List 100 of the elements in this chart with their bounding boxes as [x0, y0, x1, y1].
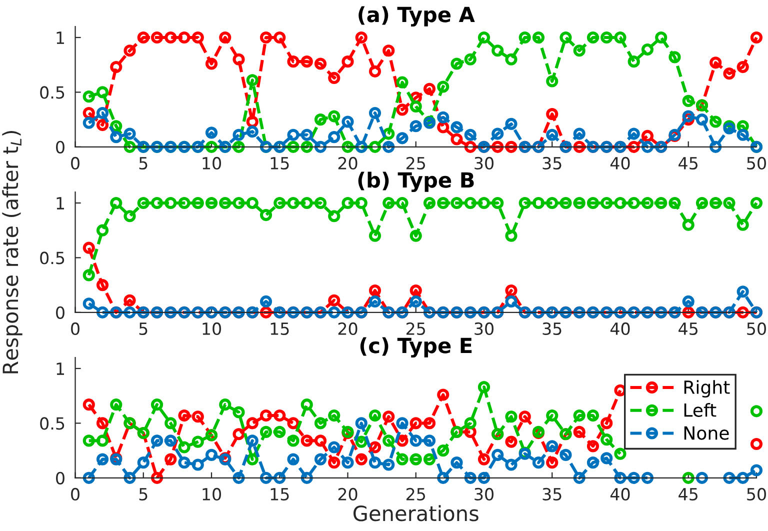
- point: [300, 472, 313, 484]
- point: [710, 140, 722, 153]
- point: [614, 196, 626, 210]
- point: [300, 56, 313, 68]
- y-tick-label: 0.5: [40, 86, 64, 99]
- point: [150, 472, 164, 484]
- y-tick-label: 0: [56, 306, 64, 319]
- point: [750, 438, 763, 450]
- point: [82, 298, 95, 310]
- point: [546, 128, 558, 141]
- point: [82, 116, 95, 129]
- point: [573, 472, 586, 484]
- point: [478, 31, 490, 44]
- point: [614, 31, 626, 44]
- point: [178, 196, 190, 210]
- point: [628, 140, 640, 153]
- point: [287, 128, 300, 141]
- point: [355, 31, 368, 44]
- x-tick-label: 5: [139, 488, 148, 501]
- point: [668, 196, 681, 210]
- y-tick-label: 0.5: [40, 252, 64, 264]
- point: [274, 31, 286, 44]
- x-tick-label: 40: [610, 322, 630, 336]
- point: [505, 458, 518, 471]
- point: [546, 108, 558, 120]
- point: [736, 306, 749, 318]
- point: [628, 472, 640, 484]
- point: [437, 196, 450, 210]
- point: [505, 295, 518, 308]
- legend-label: None: [684, 426, 729, 440]
- point: [287, 434, 300, 447]
- point: [124, 472, 136, 484]
- point: [410, 120, 422, 132]
- legend-label: Left: [684, 402, 716, 417]
- point: [368, 65, 382, 78]
- point: [192, 410, 204, 423]
- point: [423, 453, 436, 466]
- point: [150, 434, 164, 447]
- x-tick-label: 40: [610, 156, 630, 170]
- point: [124, 140, 136, 153]
- point: [382, 458, 395, 471]
- point: [260, 306, 272, 318]
- point: [314, 453, 327, 466]
- point: [492, 128, 504, 140]
- x-tick-label: 25: [406, 156, 426, 170]
- point: [355, 417, 368, 430]
- point: [178, 31, 190, 44]
- point: [464, 417, 476, 430]
- point: [586, 409, 600, 422]
- point: [137, 31, 150, 44]
- point: [600, 452, 613, 464]
- point: [518, 410, 531, 423]
- point: [736, 218, 749, 231]
- point: [668, 51, 681, 64]
- point: [260, 409, 272, 422]
- point: [137, 456, 150, 469]
- point: [641, 43, 654, 56]
- point: [696, 472, 708, 484]
- y-axis-title: Response rate (after t$_{L}$): [2, 130, 22, 374]
- point: [437, 388, 450, 401]
- point: [368, 284, 382, 297]
- point: [96, 118, 109, 132]
- point: [96, 453, 109, 466]
- y-tick-label: 0: [56, 472, 64, 484]
- point: [232, 196, 245, 210]
- point: [492, 140, 504, 153]
- point: [178, 441, 190, 454]
- y-tick-label: 1: [56, 32, 64, 44]
- point: [532, 31, 545, 44]
- point: [232, 53, 245, 66]
- point: [437, 80, 450, 93]
- point: [573, 44, 586, 57]
- x-tick-label: 35: [542, 156, 562, 170]
- point: [246, 417, 258, 430]
- point: [546, 456, 558, 469]
- point: [382, 196, 395, 210]
- point: [546, 196, 558, 210]
- point: [137, 196, 150, 210]
- point: [750, 31, 763, 44]
- x-tick-label: 20: [338, 322, 358, 336]
- point: [205, 58, 218, 70]
- point: [710, 116, 722, 128]
- point: [232, 140, 245, 153]
- point: [532, 196, 545, 210]
- point: [478, 472, 490, 484]
- point: [423, 82, 436, 95]
- point: [342, 116, 354, 128]
- point: [382, 140, 395, 153]
- point: [696, 196, 708, 210]
- point: [478, 453, 490, 466]
- point: [464, 472, 476, 484]
- y-tick-label: 1: [56, 362, 64, 375]
- point: [205, 126, 218, 139]
- point: [750, 464, 763, 476]
- point: [723, 68, 736, 80]
- x-tick-label: 5: [139, 157, 148, 170]
- point: [82, 472, 95, 484]
- point: [178, 409, 190, 422]
- point: [110, 398, 122, 411]
- point: [410, 284, 422, 297]
